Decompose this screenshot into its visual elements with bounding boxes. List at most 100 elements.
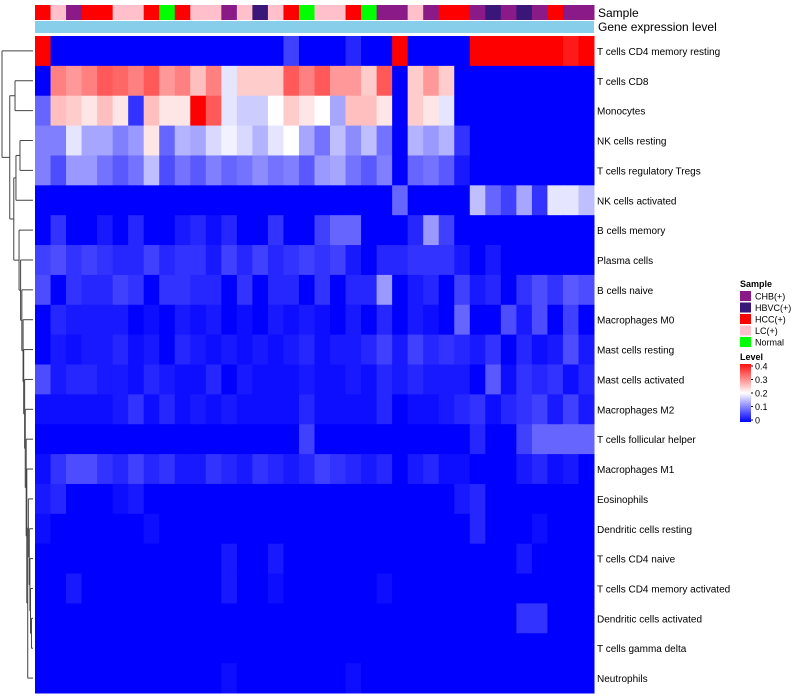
heatmap-cell	[221, 543, 238, 575]
heatmap-cell	[97, 454, 114, 485]
sample-annotation-cell	[81, 5, 98, 20]
heatmap-cell	[547, 304, 564, 336]
heatmap-cell	[143, 274, 160, 306]
heatmap-cell	[438, 304, 455, 336]
heatmap-cell	[407, 364, 424, 395]
heatmap-cell	[283, 245, 300, 276]
heatmap-cell	[252, 633, 269, 664]
heatmap-cell	[298, 483, 315, 515]
heatmap-cell	[392, 633, 409, 664]
heatmap-cell	[236, 274, 253, 306]
heatmap-cell	[330, 95, 347, 127]
heatmap-cell	[345, 394, 362, 425]
heatmap-cell	[50, 424, 67, 455]
heatmap-cell	[516, 155, 533, 186]
heatmap-cell	[267, 304, 284, 336]
heatmap-cell	[267, 543, 284, 575]
heatmap-cell	[345, 245, 362, 276]
heatmap-cell	[128, 603, 145, 634]
heatmap-cell	[112, 155, 129, 186]
heatmap-cell	[516, 125, 533, 156]
heatmap-cell	[221, 663, 238, 694]
heatmap-cell	[547, 573, 564, 604]
heatmap-cell	[485, 185, 502, 216]
heatmap-cell	[516, 483, 533, 515]
heatmap-cell	[97, 185, 114, 216]
row-label: T cells CD4 memory activated	[597, 584, 730, 595]
heatmap-cell	[143, 125, 160, 156]
heatmap-cell	[345, 573, 362, 604]
heatmap-cell	[159, 65, 176, 97]
heatmap-cell	[314, 543, 331, 575]
heatmap-cell	[283, 185, 300, 216]
heatmap-cell	[500, 125, 517, 156]
row-label: T cells regulatory Tregs	[597, 166, 701, 177]
heatmap-cell	[143, 513, 160, 545]
sample-annotation-cell	[128, 5, 145, 20]
heatmap-cell	[190, 633, 207, 664]
heatmap-cell	[66, 65, 83, 97]
heatmap-cell	[159, 36, 176, 67]
heatmap-cell	[81, 245, 98, 276]
sample-annotation-cell	[454, 5, 471, 20]
heatmap-cell	[345, 663, 362, 694]
row-label: B cells memory	[597, 226, 665, 237]
heatmap-cell	[159, 603, 176, 634]
heatmap-cell	[531, 125, 548, 156]
heatmap-cell	[423, 394, 440, 425]
heatmap-cell	[66, 573, 83, 604]
heatmap-cell	[205, 454, 222, 485]
row-label: Mast cells activated	[597, 375, 684, 386]
heatmap-cell	[361, 364, 378, 395]
heatmap-cell	[547, 65, 564, 97]
heatmap-cell	[174, 274, 191, 306]
heatmap-cell	[531, 274, 548, 306]
heatmap-cell	[314, 155, 331, 186]
heatmap-cell	[35, 65, 52, 97]
heatmap-cell	[330, 394, 347, 425]
heatmap-cell	[66, 155, 83, 186]
heatmap-cell	[159, 304, 176, 336]
heatmap-cell	[298, 155, 315, 186]
heatmap-cell	[190, 36, 207, 67]
heatmap-cell	[205, 65, 222, 97]
heatmap-cell	[128, 215, 145, 246]
heatmap-cell	[345, 543, 362, 575]
heatmap-cell	[562, 663, 579, 694]
sample-annotation-cell	[174, 5, 191, 20]
heatmap-cell	[485, 155, 502, 186]
heatmap-cell	[345, 454, 362, 485]
heatmap-cell	[376, 245, 393, 276]
heatmap-cell	[454, 424, 471, 455]
legend-swatch	[740, 291, 751, 301]
heatmap-cell	[283, 603, 300, 634]
heatmap-cell	[159, 483, 176, 515]
heatmap-cell	[330, 663, 347, 694]
heatmap-cell	[159, 424, 176, 455]
heatmap-cell	[97, 334, 114, 365]
heatmap-cell	[221, 573, 238, 604]
heatmap-cell	[97, 573, 114, 604]
heatmap-cell	[298, 304, 315, 336]
heatmap-cell	[283, 334, 300, 365]
heatmap-cell	[66, 95, 83, 127]
heatmap-cell	[578, 155, 595, 186]
heatmap-cell	[143, 95, 160, 127]
heatmap-cell	[547, 95, 564, 127]
heatmap-cell	[267, 424, 284, 455]
heatmap-cell	[500, 364, 517, 395]
heatmap-cell	[531, 573, 548, 604]
heatmap-cell	[35, 663, 52, 694]
heatmap-cell	[174, 513, 191, 545]
heatmap-cell	[112, 543, 129, 575]
heatmap-cell	[330, 483, 347, 515]
heatmap-cell	[66, 633, 83, 664]
heatmap-cell	[345, 125, 362, 156]
heatmap-cell	[81, 603, 98, 634]
heatmap-cell	[392, 125, 409, 156]
heatmap-cell	[174, 394, 191, 425]
heatmap-cell	[531, 454, 548, 485]
heatmap-cell	[330, 543, 347, 575]
heatmap-cell	[314, 454, 331, 485]
heatmap-cell	[469, 364, 486, 395]
